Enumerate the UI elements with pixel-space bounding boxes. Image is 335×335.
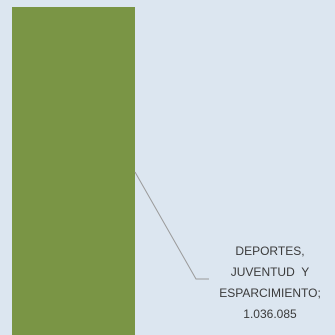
data-label-value: 1.036.085 <box>243 307 297 321</box>
slice-deportes-juventud-esparcimiento <box>12 7 135 335</box>
data-label-line-2: JUVENTUD Y <box>231 265 309 279</box>
data-label-line-3: ESPARCIMIENTO; <box>219 286 321 300</box>
data-label-line-1: DEPORTES, <box>235 244 304 258</box>
data-label-leader-line <box>134 171 209 280</box>
